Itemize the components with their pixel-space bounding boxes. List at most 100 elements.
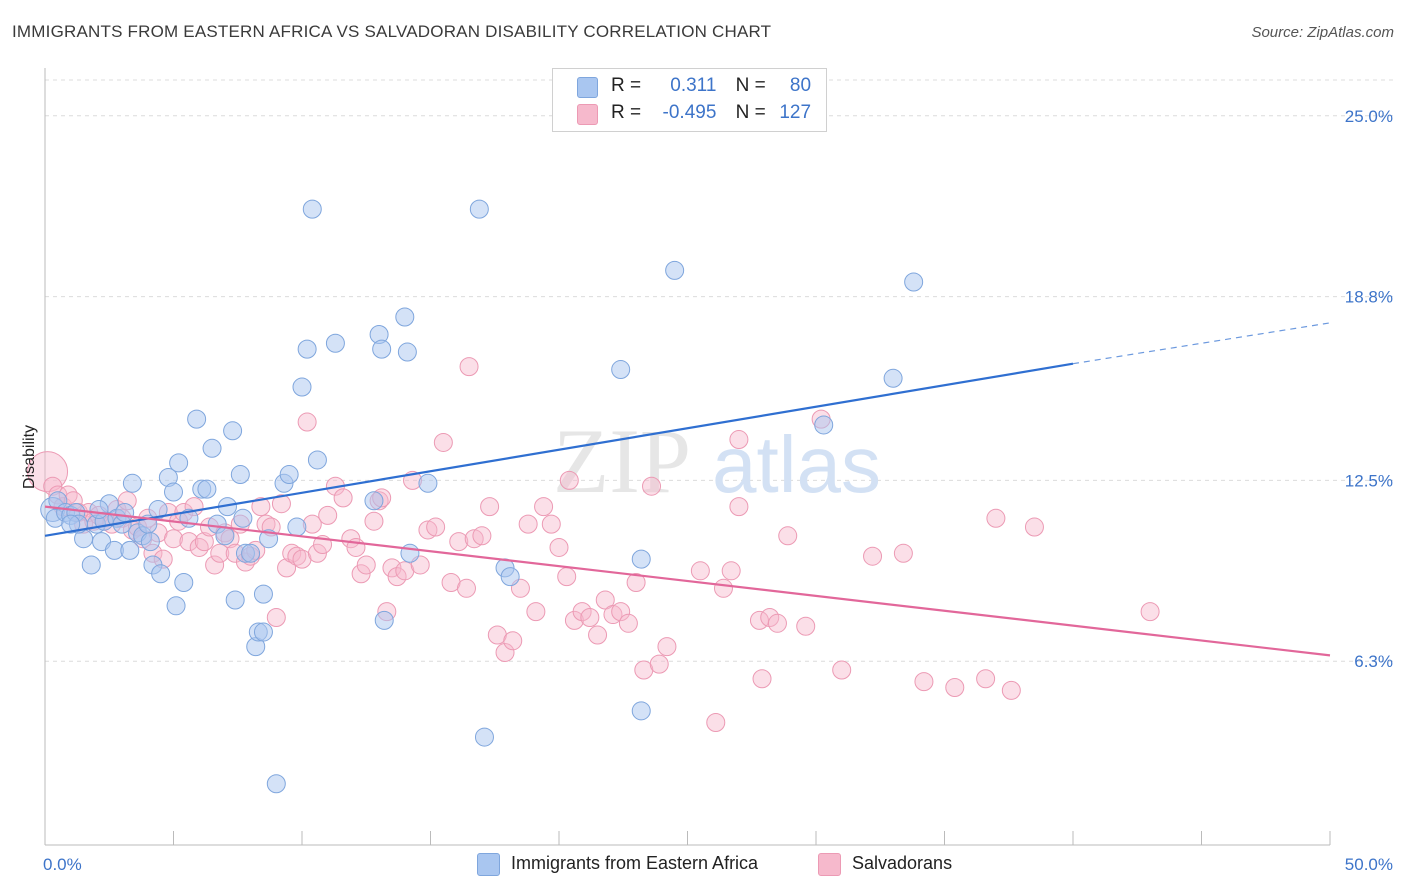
eastern-africa-point: [500, 567, 520, 587]
salvadorans-point: [796, 616, 816, 636]
y-tick-label: 6.3%: [1354, 652, 1393, 671]
eastern-africa-point: [474, 727, 494, 747]
bottom-legend-swatch-blue: [477, 853, 500, 876]
eastern-africa-point: [364, 491, 384, 511]
salvadorans-point: [271, 494, 291, 514]
eastern-africa-point: [469, 199, 489, 219]
eastern-africa-point: [279, 465, 299, 485]
salvadorans-point: [572, 602, 592, 622]
eastern-africa-point: [266, 774, 286, 794]
salvadorans-point: [721, 561, 741, 581]
legend-n-value: 80: [789, 75, 812, 96]
salvadorans-point: [945, 677, 965, 697]
legend-r-label: R =: [611, 75, 642, 96]
salvadorans-point: [297, 412, 317, 432]
salvadorans-point: [205, 555, 225, 575]
gridlines: [45, 79, 1395, 662]
x-tick-label: 50.0%: [1345, 855, 1393, 874]
salvadorans-point: [480, 497, 500, 517]
salvadorans-point: [433, 432, 453, 452]
salvadorans-point: [251, 497, 271, 517]
eastern-africa-point: [197, 479, 217, 499]
y-axis-label: Disability: [21, 425, 38, 489]
salvadorans-point: [541, 514, 561, 534]
salvadorans-point: [382, 558, 402, 578]
salvadorans-point: [603, 605, 623, 625]
salvadorans-point: [729, 497, 749, 517]
salvadorans-point: [179, 532, 199, 552]
eastern-africa-point: [374, 610, 394, 630]
eastern-africa-point: [292, 377, 312, 397]
legend-n-value: 127: [779, 102, 812, 123]
salvadorans-point: [557, 567, 577, 587]
eastern-africa-point: [225, 590, 245, 610]
eastern-africa-point: [611, 360, 631, 380]
salvadorans-point: [503, 631, 523, 651]
eastern-africa-point: [418, 473, 438, 493]
eastern-africa-point: [169, 453, 189, 473]
salvadorans-point: [559, 470, 579, 490]
eastern-africa-point: [631, 549, 651, 569]
salvadorans-point: [893, 543, 913, 563]
eastern-africa-point: [302, 199, 322, 219]
eastern-africa-point: [187, 409, 207, 429]
salvadorans-point: [706, 712, 726, 732]
watermark: ZIP atlas: [553, 410, 881, 512]
salvadorans-point: [914, 672, 934, 692]
legend-n-label: N =: [735, 75, 766, 96]
eastern-africa-point: [89, 500, 109, 520]
salvadorans-point: [189, 537, 209, 557]
salvadorans-point: [760, 607, 780, 627]
trend-lines: [44, 322, 1331, 657]
eastern-africa-point: [151, 564, 171, 584]
salvadorans-point: [752, 669, 772, 689]
salvadorans-point: [495, 642, 515, 662]
salvadorans-point: [333, 488, 353, 508]
salvadorans-point: [580, 607, 600, 627]
salvadorans-point: [518, 514, 538, 534]
legend-r-value: -0.495: [662, 102, 717, 123]
salvadorans-point: [194, 532, 214, 552]
salvadorans-point: [456, 578, 476, 598]
salvadorans-point: [351, 564, 371, 584]
salvadorans-point: [318, 505, 338, 525]
stats-legend: R = 0.311 N = 80 R = -0.495 N = 127: [552, 68, 827, 132]
eastern-africa-point: [122, 473, 142, 493]
eastern-africa-point: [325, 333, 345, 353]
legend-r-label: R =: [611, 102, 642, 123]
eastern-africa-trend-line: [44, 362, 1074, 537]
eastern-africa-point: [164, 482, 183, 502]
eastern-africa-point: [202, 438, 222, 458]
eastern-africa-point: [253, 622, 273, 642]
salvadorans-point: [690, 561, 710, 581]
eastern-africa-point: [372, 339, 392, 359]
legend-swatch-blue: [577, 77, 598, 98]
salvadorans-point: [626, 572, 646, 592]
legend-n-label: N =: [735, 102, 766, 123]
salvadorans-point: [657, 637, 677, 657]
legend-swatch-pink: [577, 104, 598, 125]
salvadorans-point: [282, 543, 302, 563]
eastern-africa-point: [307, 450, 327, 470]
salvadorans-point: [472, 526, 492, 546]
eastern-africa-point: [814, 415, 834, 435]
salvadorans-point: [863, 546, 883, 566]
eastern-africa-point: [120, 540, 140, 560]
eastern-africa-point: [253, 584, 273, 604]
salvadorans-point: [534, 497, 554, 517]
axes: [44, 68, 1331, 846]
source-label: Source: ZipAtlas.com: [1251, 24, 1394, 41]
salvadorans-point: [287, 546, 307, 566]
eastern-africa-point: [904, 272, 924, 292]
salvadorans-point: [1024, 517, 1044, 537]
eastern-africa-point: [223, 421, 243, 441]
salvadorans-point: [1001, 680, 1021, 700]
bottom-legend-label: Immigrants from Eastern Africa: [511, 853, 759, 873]
eastern-africa-point: [61, 514, 81, 534]
eastern-africa-point: [395, 307, 415, 327]
eastern-africa-point: [230, 465, 250, 485]
salvadorans-point: [464, 529, 484, 549]
eastern-africa-point: [297, 339, 317, 359]
eastern-africa-point: [115, 502, 135, 522]
eastern-africa-point: [631, 701, 651, 721]
